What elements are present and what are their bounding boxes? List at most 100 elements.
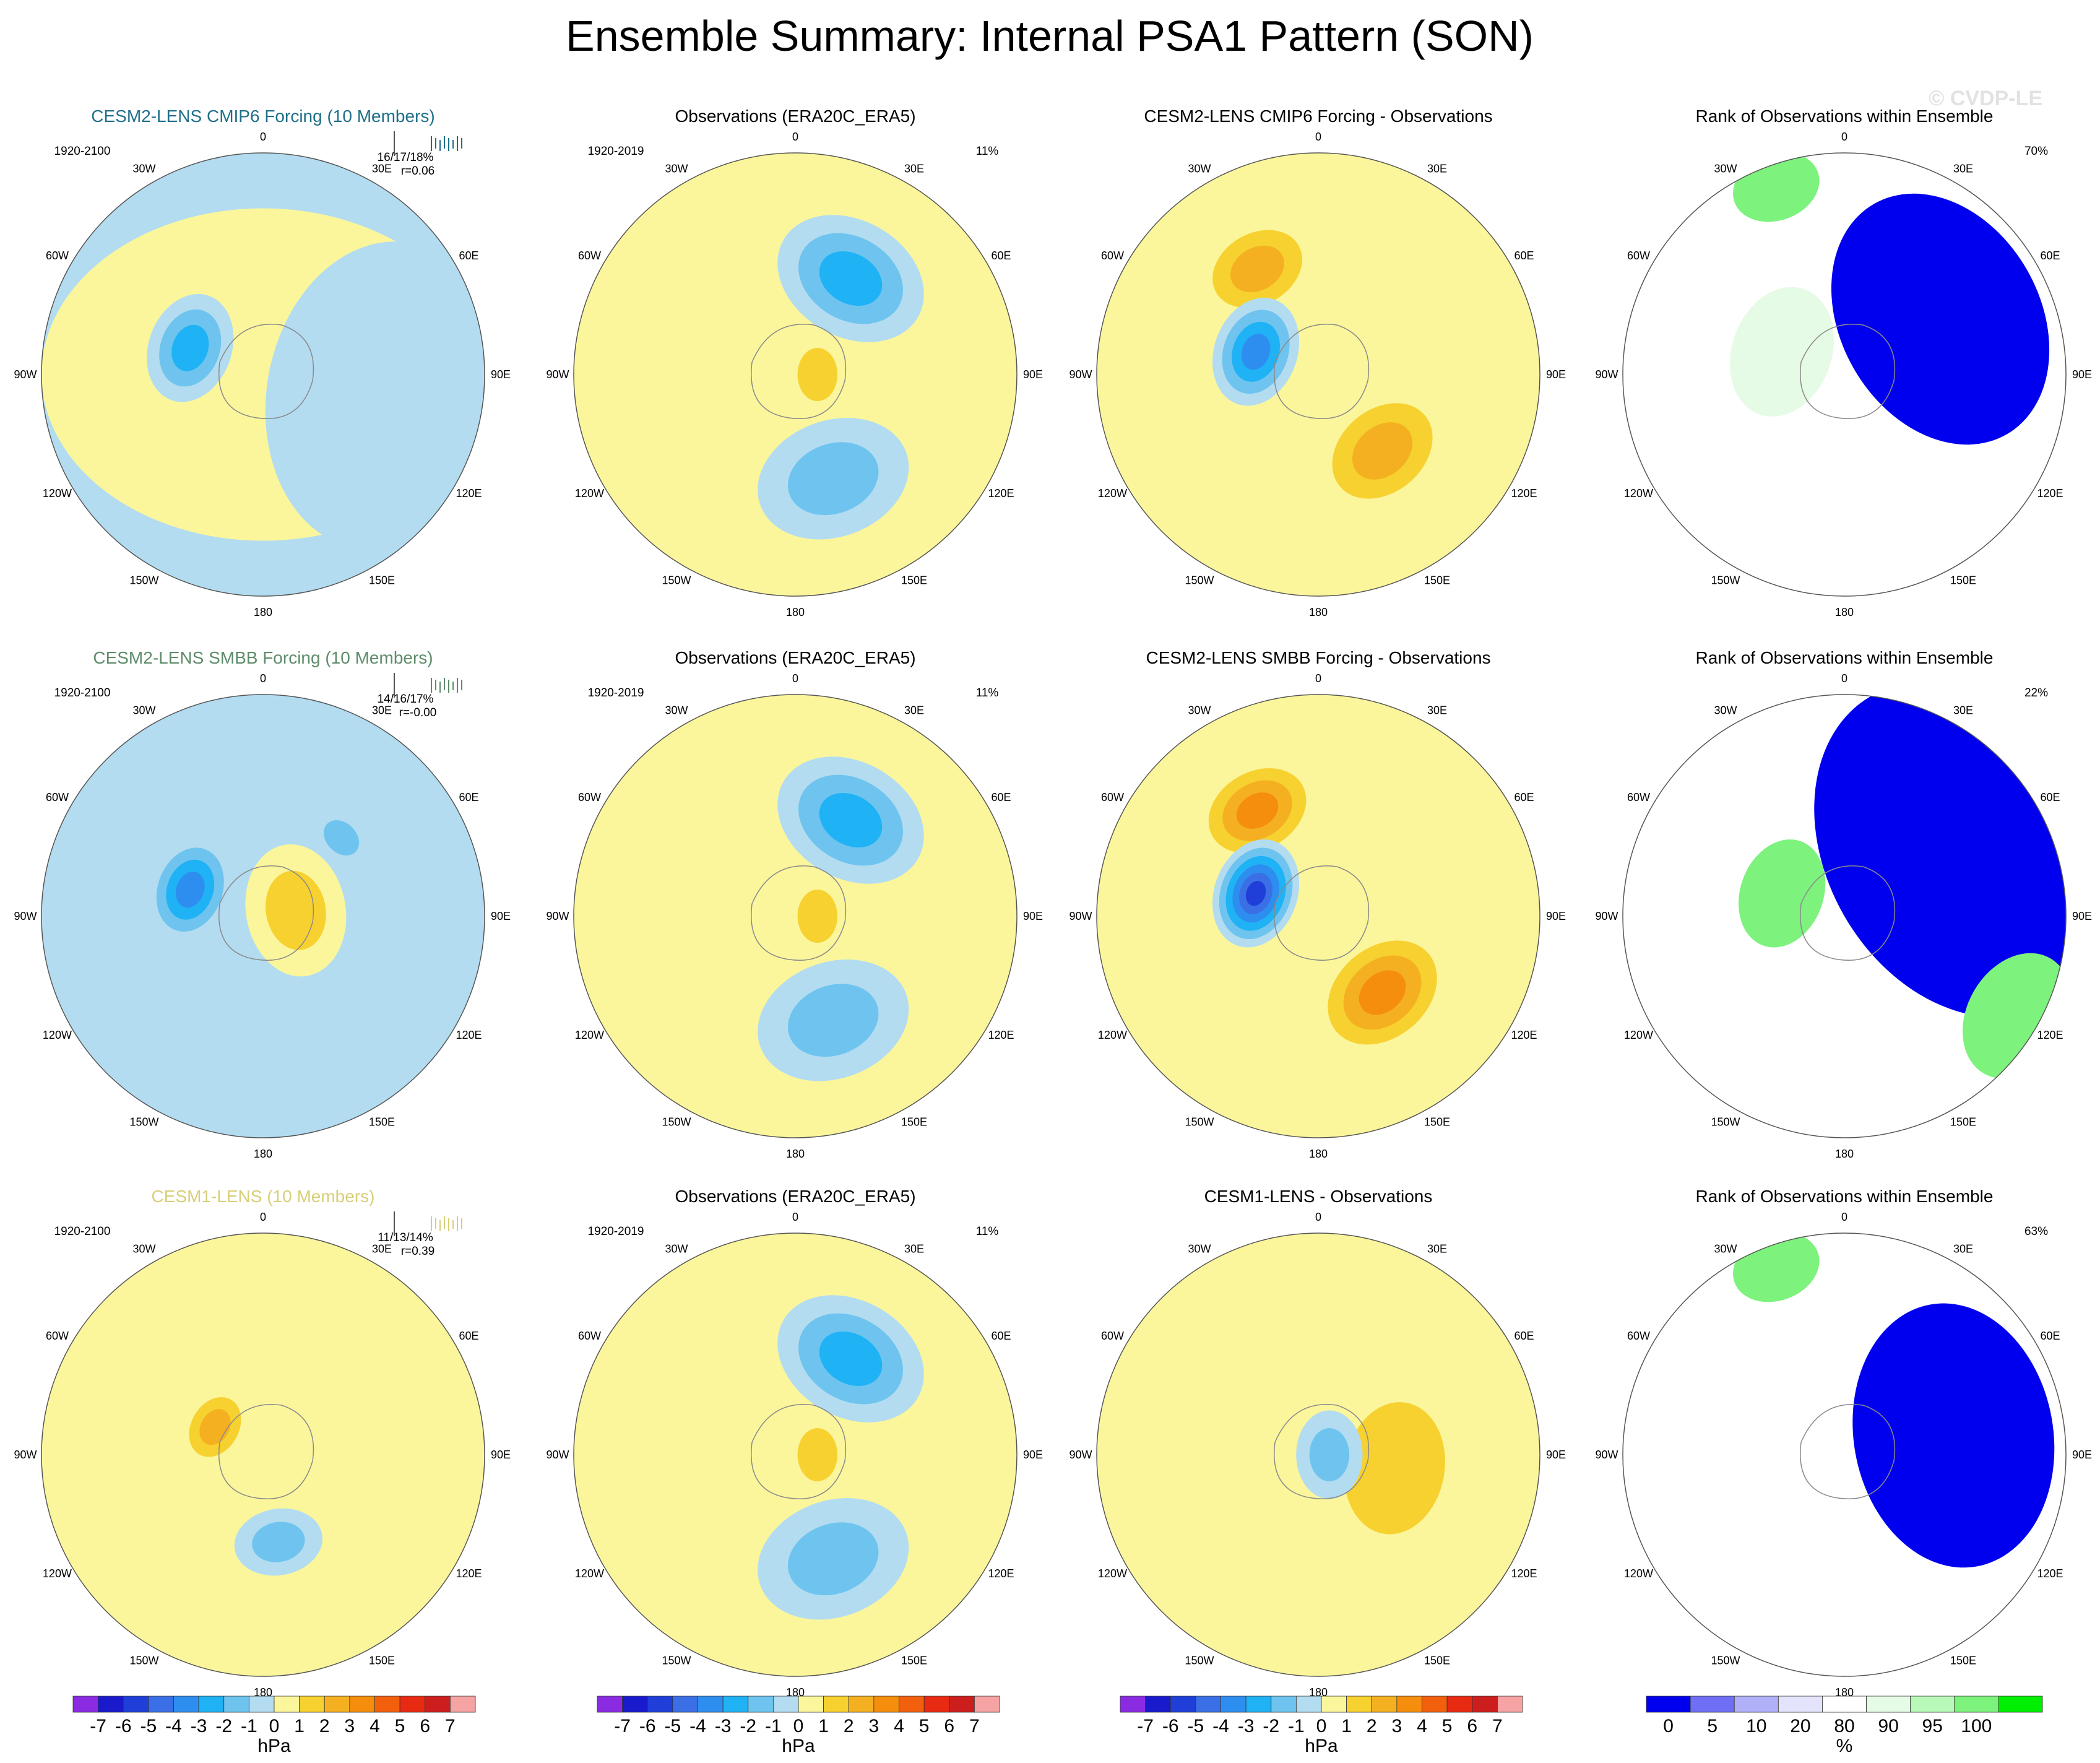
map-rim <box>573 152 1018 597</box>
contour-level <box>1344 1402 1445 1535</box>
colorbar-tick: 7 <box>1492 1716 1503 1736</box>
map-rim <box>41 694 485 1138</box>
lon-label: 30E <box>904 704 924 716</box>
lon-label: 180 <box>254 1148 272 1160</box>
colorbar-tick: -3 <box>191 1716 207 1736</box>
map-field <box>1097 1233 1540 1676</box>
colorbar-tick: 7 <box>445 1716 456 1736</box>
variance-pct: 11% <box>976 1225 999 1238</box>
colorbar-tick: 95 <box>1922 1716 1943 1736</box>
contour-level <box>265 241 485 550</box>
colorbar-tick: -7 <box>1137 1716 1154 1736</box>
map-rim <box>41 1232 485 1677</box>
lon-label: 0 <box>792 672 798 685</box>
map-panel-r1c3: 0 30E 60E 90E 120E 150E 180 150W 120W 90W 60W 30W Ra… <box>1595 648 2092 1160</box>
colorbar-cell <box>223 1696 249 1713</box>
lon-label: 30E <box>372 1242 392 1255</box>
variance-pct: 11% <box>976 145 999 158</box>
lon-label: 30W <box>1714 1242 1737 1255</box>
lon-label: 150W <box>129 1655 158 1667</box>
lon-label: 60E <box>459 249 479 262</box>
lon-label: 60W <box>46 249 69 262</box>
lon-label: 150W <box>129 574 158 587</box>
colorbar-tick: 6 <box>1467 1716 1477 1736</box>
lon-label: 150E <box>369 574 395 587</box>
colorbar-cell <box>1998 1696 2043 1713</box>
colorbar-tick: 7 <box>969 1716 980 1736</box>
figure-title: Ensemble Summary: Internal PSA1 Pattern … <box>566 12 1534 60</box>
colorbar-cell <box>1145 1696 1171 1713</box>
lon-label: 30E <box>1427 704 1447 716</box>
lon-label: 150W <box>1185 1655 1214 1667</box>
colorbar-cell <box>1271 1696 1297 1713</box>
colorbar-cell <box>248 1696 275 1713</box>
lon-label: 90W <box>14 1449 37 1461</box>
lon-label: 30W <box>1714 704 1737 716</box>
colorbar-tick: 5 <box>919 1716 930 1736</box>
lon-label: 150W <box>1711 1655 1740 1667</box>
lon-label: 60W <box>1627 249 1650 262</box>
colorbar-cell <box>848 1696 875 1713</box>
colorbar-cell <box>798 1696 824 1713</box>
lon-label: 120W <box>1624 1567 1653 1580</box>
map-field <box>1097 153 1540 596</box>
colorbar-tick: -1 <box>1288 1716 1305 1736</box>
lon-label: 90W <box>546 910 569 922</box>
colorbar-tick: 3 <box>345 1716 355 1736</box>
lon-label: 30W <box>665 704 688 716</box>
colorbar-cell <box>949 1696 975 1713</box>
model-panel-title: CESM2-LENS CMIP6 Forcing (10 Members) <box>91 106 434 126</box>
lon-label: 90E <box>491 910 511 922</box>
lon-label: 90E <box>1546 910 1566 922</box>
lon-label: 90E <box>2072 1449 2092 1461</box>
lon-label: 30E <box>1953 704 1973 716</box>
colorbar-tick: 5 <box>395 1716 405 1736</box>
lon-label: 120W <box>575 487 604 500</box>
lon-label: 0 <box>1315 131 1321 143</box>
lon-label: 150W <box>662 1116 691 1128</box>
map-field <box>41 695 485 1138</box>
lon-label: 120W <box>1098 1567 1127 1580</box>
colorbar-cell <box>622 1696 648 1713</box>
period-label: 1920-2100 <box>54 145 111 158</box>
colorbar-tick: -7 <box>614 1716 631 1736</box>
lon-label: 0 <box>260 131 266 143</box>
map-rim <box>1622 1232 2067 1677</box>
lon-label: 90W <box>546 1449 569 1461</box>
lon-label: 150W <box>129 1116 158 1128</box>
colorbar-cell <box>198 1696 225 1713</box>
lon-label: 180 <box>254 1686 272 1699</box>
colorbar-tick: 2 <box>319 1716 330 1736</box>
lon-label: 90W <box>14 910 37 922</box>
rank-panel-title: Rank of Observations within Ensemble <box>1696 648 1994 667</box>
lon-label: 30E <box>1953 162 1973 175</box>
colorbar-cell <box>1245 1696 1272 1713</box>
rank-region <box>1729 287 1834 417</box>
lon-label: 90W <box>1595 910 1618 922</box>
lon-label: 30E <box>1427 1242 1447 1255</box>
colorbar-tick: 0 <box>1663 1716 1674 1736</box>
lon-label: 180 <box>1309 606 1328 618</box>
lon-label: 30W <box>1714 162 1737 175</box>
lon-label: 60E <box>992 249 1011 262</box>
obs-panel-title: Observations (ERA20C_ERA5) <box>675 648 915 667</box>
colorbar-cell <box>1472 1696 1498 1713</box>
lon-label: 60W <box>1101 249 1124 262</box>
lon-label: 180 <box>254 606 272 618</box>
lon-label: 120W <box>1624 1029 1653 1041</box>
contour-level <box>324 820 360 856</box>
lon-label: 90E <box>491 368 511 381</box>
lon-label: 120E <box>2037 487 2063 500</box>
pattern-correlation: r=0.06 <box>401 165 434 178</box>
colorbar-cell <box>449 1696 476 1713</box>
colorbar-tick: -6 <box>115 1716 132 1736</box>
lon-label: 60W <box>1627 1330 1650 1342</box>
lon-label: 180 <box>1309 1686 1328 1699</box>
panel-grid: 0 30E 60E 90E 120E 150E 180 150W 120W 90W 60W 30W CE… <box>14 106 2092 1699</box>
colorbar-tick: 0 <box>1316 1716 1327 1736</box>
diff-panel-title: CESM1-LENS - Observations <box>1204 1187 1433 1206</box>
period-label: 1920-2019 <box>588 1225 644 1238</box>
lon-label: 120E <box>1511 1029 1537 1041</box>
colorbar-tick: 3 <box>1392 1716 1402 1736</box>
